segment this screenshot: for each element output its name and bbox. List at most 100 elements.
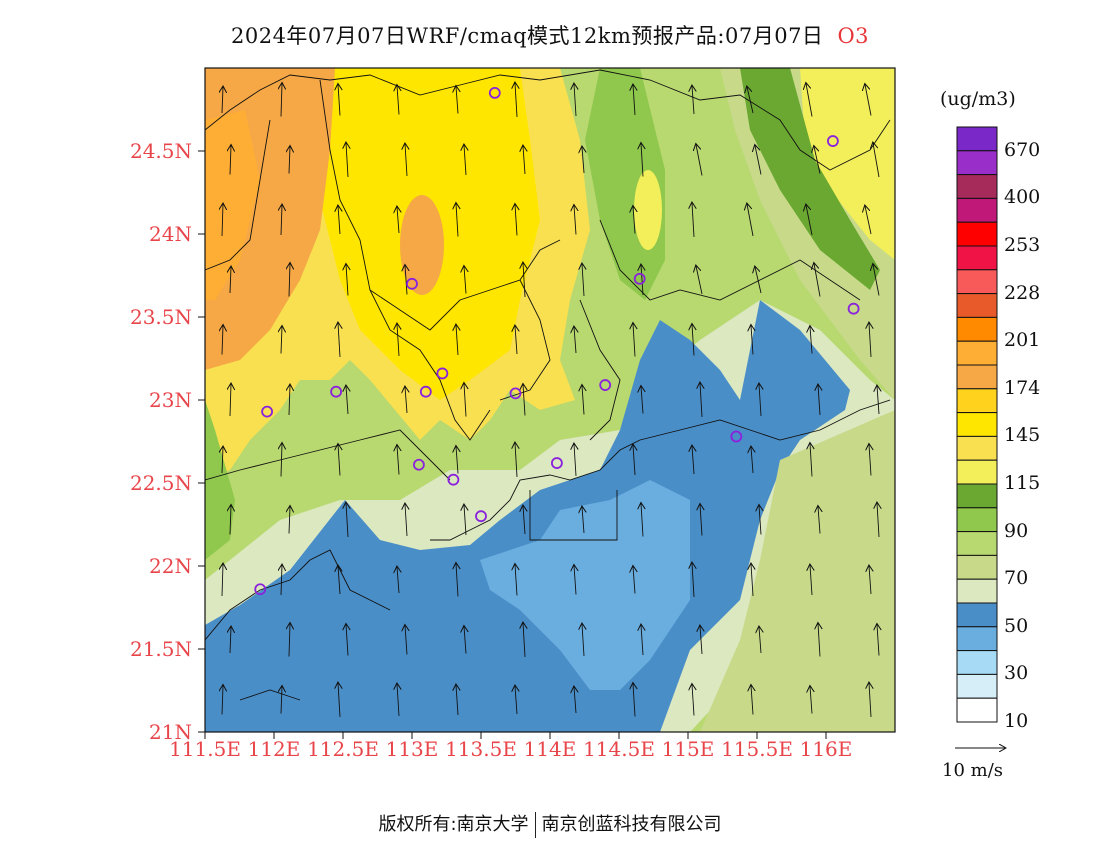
colorbar-label: 201 <box>1004 329 1041 352</box>
wind-arrow <box>582 264 584 297</box>
wind-arrow <box>641 144 643 177</box>
wind-arrow <box>747 204 754 237</box>
colorbar-swatch <box>956 531 998 556</box>
wind-arrow <box>633 684 635 717</box>
wind-arrow <box>456 87 458 114</box>
lon-tick-label: 114E <box>523 737 577 761</box>
wind-arrow <box>346 386 348 415</box>
footer-separator <box>534 812 536 838</box>
wind-arrow <box>281 84 282 117</box>
wind-arrow <box>877 625 879 656</box>
wind-arrow <box>806 205 813 236</box>
wind-arrow <box>865 85 872 116</box>
lat-tick-label: 24N <box>149 222 192 246</box>
wind-arrow <box>338 206 340 235</box>
colorbar-label: 50 <box>1004 614 1029 637</box>
lon-tick-label: 112.5E <box>307 737 379 761</box>
wind-arrow <box>582 507 584 534</box>
wind-arrow <box>810 687 812 714</box>
wind-arrow <box>397 86 399 115</box>
colorbar-swatch <box>956 602 998 628</box>
wind-arrow <box>806 84 813 117</box>
colorbar-swatch <box>956 483 998 509</box>
lon-tick-label: 115.5E <box>721 737 793 761</box>
lat-tick-label: 21N <box>149 720 192 744</box>
colorbar-swatch <box>956 269 998 295</box>
title-main: 2024年07月07日WRF/cmaq模式12km预报产品:07月07日 <box>230 24 824 48</box>
wind-arrow <box>692 203 694 238</box>
wind-arrow <box>747 87 754 114</box>
station-marker <box>406 277 418 290</box>
colorbar-swatch <box>956 697 998 723</box>
colorbar-label: 253 <box>1004 234 1041 256</box>
wind-arrow <box>814 147 821 174</box>
wind-arrow <box>759 384 761 417</box>
wind-arrow <box>230 627 231 654</box>
wind-arrow <box>869 566 871 595</box>
wind-arrow <box>515 83 517 118</box>
axis-ticks <box>198 150 827 739</box>
colorbar-label: 145 <box>1004 424 1041 447</box>
lon-tick-label: 114.5E <box>583 737 655 761</box>
wind-arrow <box>346 625 348 656</box>
wind-arrow <box>751 326 753 355</box>
wind-arrow <box>818 624 820 657</box>
wind-arrow <box>700 505 702 536</box>
colorbar-swatch <box>956 388 998 414</box>
wind-arrow <box>873 143 880 178</box>
colorbar-label: 174 <box>1004 376 1041 399</box>
wind-arrow <box>289 385 290 416</box>
lon-tick-label: 113E <box>385 737 439 761</box>
wind-arrow <box>338 85 340 116</box>
station-marker <box>330 385 343 398</box>
colorbar-swatch <box>956 221 998 247</box>
colorbar-swatch <box>956 626 998 652</box>
wind-arrow <box>523 146 525 175</box>
wind-arrow <box>289 147 290 174</box>
wind-arrow <box>877 503 879 538</box>
wind-arrow <box>515 565 517 596</box>
colorbar-swatch <box>956 340 998 366</box>
wind-arrow <box>759 506 761 535</box>
wind-vectors <box>222 83 880 718</box>
wind-arrow <box>641 625 643 656</box>
wind-arrow <box>289 624 290 657</box>
wind-arrow <box>869 683 871 718</box>
colorbar-swatch <box>956 126 998 152</box>
wind-arrow <box>810 327 812 354</box>
concentration-field <box>205 68 895 732</box>
wind-arrow <box>338 323 340 358</box>
wind-arrow <box>464 627 466 654</box>
lat-tick-label: 22N <box>149 554 192 578</box>
station-marker <box>447 473 460 486</box>
wind-arrow <box>582 386 584 415</box>
wind-arrow <box>574 687 576 714</box>
wind-arrow <box>222 564 223 597</box>
colorbar-label: 70 <box>1004 567 1029 590</box>
wind-arrow <box>405 387 407 414</box>
colorbar-label: 400 <box>1004 186 1041 209</box>
wind-arrow <box>574 206 576 235</box>
wind-arrow <box>692 685 694 716</box>
lat-tick-label: 24.5N <box>129 139 192 163</box>
wind-arrow <box>696 266 703 295</box>
wind-arrow <box>574 84 576 117</box>
colorbar <box>956 126 998 723</box>
colorbar-swatch <box>956 554 998 580</box>
wind-arrow <box>281 327 282 354</box>
wind-arrow <box>700 383 702 418</box>
wind-arrow <box>230 506 231 535</box>
station-marker <box>599 379 612 391</box>
wind-arrow <box>633 207 635 234</box>
wind-arrow <box>818 385 820 416</box>
station-marker <box>551 457 563 469</box>
wind-arrow <box>289 507 290 534</box>
lon-tick-label: 115E <box>661 737 715 761</box>
wind-arrow <box>456 447 458 474</box>
wind-arrow <box>696 145 703 176</box>
wind-arrow <box>633 567 635 594</box>
wind-arrow <box>692 446 694 475</box>
colorbar-swatch <box>956 293 998 318</box>
station-marker <box>488 87 501 99</box>
